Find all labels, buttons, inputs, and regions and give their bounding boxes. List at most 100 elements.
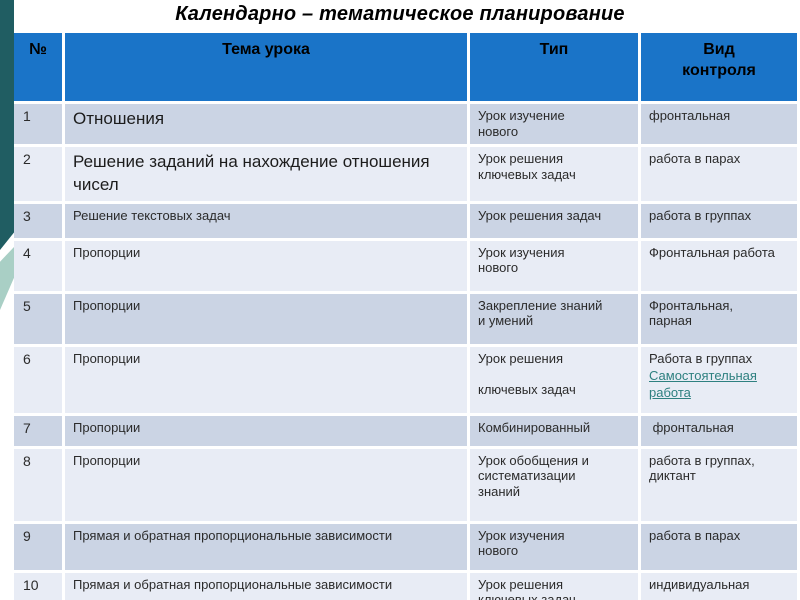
cell-topic: Пропорции (65, 448, 467, 521)
table-row: 2 Решение заданий на нахождение отношени… (14, 146, 797, 201)
cell-text: Урок решения ключевых задач (478, 576, 576, 600)
cell-topic: Пропорции (65, 415, 467, 446)
cell-topic: Отношения (65, 104, 467, 144)
cell-number: 8 (14, 448, 62, 521)
cell-text: фронтальная (649, 108, 731, 123)
cell-type: Урок изучение нового (470, 104, 638, 144)
table-row: 5 Пропорции Закрепление знаний и умений … (14, 293, 797, 344)
cell-text: Пропорции (73, 419, 141, 435)
cell-text: фронтальная (649, 419, 734, 435)
cell-text: Работа в группах (649, 350, 753, 366)
cell-control: работа в группах (641, 203, 797, 238)
cell-type: Урок обобщения и систематизации знаний (470, 448, 638, 521)
cell-number: 2 (14, 146, 62, 201)
cell-text: индивидуальная (649, 576, 750, 592)
cell-text: Прямая и обратная пропорциональные завис… (73, 527, 393, 543)
planning-table: № Тема урока Тип Вид контроля 1 Отношени… (11, 30, 800, 600)
cell-text: Урок решения ключевых задач (478, 150, 576, 182)
cell-text: работа в группах (649, 207, 752, 223)
cell-text: Урок изучения нового (478, 527, 565, 559)
cell-number: 4 (14, 240, 62, 291)
cell-text: Комбинированный (478, 419, 591, 435)
column-header-type: Тип (470, 33, 638, 101)
cell-text: 1 (23, 108, 31, 124)
cell-number: 5 (14, 293, 62, 344)
cell-topic: Пропорции (65, 240, 467, 291)
cell-text: работа в группах, диктант (649, 452, 755, 484)
cell-text: 4 (23, 244, 31, 261)
cell-control: работа в парах (641, 523, 797, 570)
cell-number: 3 (14, 203, 62, 238)
cell-text: 7 (23, 419, 31, 436)
cell-text: работа в парах (649, 150, 741, 166)
table-row: 10 Прямая и обратная пропорциональные за… (14, 572, 797, 600)
cell-text: 5 (23, 297, 31, 314)
table-row: 1 Отношения Урок изучение нового фронтал… (14, 104, 797, 144)
cell-text: Урок обобщения и систематизации знаний (478, 452, 589, 500)
left-accent-bar (0, 0, 14, 250)
cell-text: Отношения (73, 109, 165, 128)
cell-text: 3 (23, 207, 31, 224)
column-header-control: Вид контроля (641, 33, 797, 101)
cell-type: Урок решения ключевых задач (470, 572, 638, 600)
cell-number: 7 (14, 415, 62, 446)
cell-type: Урок решения ключевых задач (470, 146, 638, 201)
cell-text: 6 (23, 350, 31, 367)
cell-control: Фронтальная работа (641, 240, 797, 291)
cell-type: Урок решения ключевых задач (470, 346, 638, 413)
cell-text: Прямая и обратная пропорциональные завис… (73, 576, 393, 592)
cell-text: Урок решения ключевых задач (478, 350, 576, 398)
header-row: № Тема урока Тип Вид контроля (14, 33, 797, 101)
table-row: 9 Прямая и обратная пропорциональные зав… (14, 523, 797, 570)
cell-topic: Прямая и обратная пропорциональные завис… (65, 523, 467, 570)
cell-control: Фронтальная, парная (641, 293, 797, 344)
cell-text: Пропорции (73, 350, 141, 366)
cell-topic: Прямая и обратная пропорциональные завис… (65, 572, 467, 600)
cell-type: Урок решения задач (470, 203, 638, 238)
table-row: 4 Пропорции Урок изучения нового Фронтал… (14, 240, 797, 291)
cell-text: Урок решения задач (478, 207, 602, 223)
cell-number: 6 (14, 346, 62, 413)
column-header-topic: Тема урока (65, 33, 467, 101)
column-header-number: № (14, 33, 62, 101)
table-row: 6 Пропорции Урок решения ключевых задач … (14, 346, 797, 413)
cell-text: Урок изучение нового (478, 108, 565, 139)
cell-text: Закрепление знаний и умений (478, 297, 603, 329)
independent-work-link[interactable]: Самостоятельная работа (649, 368, 757, 400)
cell-text: 10 (23, 576, 39, 593)
cell-text: Урок изучения нового (478, 244, 565, 276)
table-row: 8 Пропорции Урок обобщения и систематиза… (14, 448, 797, 521)
table-row: 7 Пропорции Комбинированный фронтальная (14, 415, 797, 446)
cell-type: Урок изучения нового (470, 523, 638, 570)
cell-control: работа в группах, диктант (641, 448, 797, 521)
cell-control: работа в парах (641, 146, 797, 201)
cell-text: Фронтальная, парная (649, 297, 733, 329)
cell-text: Пропорции (73, 297, 141, 313)
cell-text: 8 (23, 452, 31, 469)
cell-number: 9 (14, 523, 62, 570)
cell-topic: Пропорции (65, 293, 467, 344)
cell-topic: Пропорции (65, 346, 467, 413)
cell-type: Закрепление знаний и умений (470, 293, 638, 344)
cell-text: Пропорции (73, 244, 141, 260)
cell-control: индивидуальная (641, 572, 797, 600)
cell-topic: Решение текстовых задач (65, 203, 467, 238)
cell-type: Урок изучения нового (470, 240, 638, 291)
cell-control: Работа в группах Самостоятельная работа (641, 346, 797, 413)
cell-text: Решение текстовых задач (73, 207, 231, 223)
cell-number: 10 (14, 572, 62, 600)
cell-control: фронтальная (641, 415, 797, 446)
cell-text: Решение заданий на нахождение отношения … (73, 151, 430, 194)
cell-control: фронтальная (641, 104, 797, 144)
cell-type: Комбинированный (470, 415, 638, 446)
cell-text: работа в парах (649, 527, 741, 543)
slide-title: Календарно – тематическое планирование (175, 3, 625, 25)
cell-topic: Решение заданий на нахождение отношения … (65, 146, 467, 201)
cell-number: 1 (14, 104, 62, 144)
table-row: 3 Решение текстовых задач Урок решения з… (14, 203, 797, 238)
cell-text: 2 (23, 150, 31, 167)
cell-text: Пропорции (73, 452, 141, 468)
cell-text: 9 (23, 527, 31, 544)
cell-text: Фронтальная работа (649, 244, 775, 260)
